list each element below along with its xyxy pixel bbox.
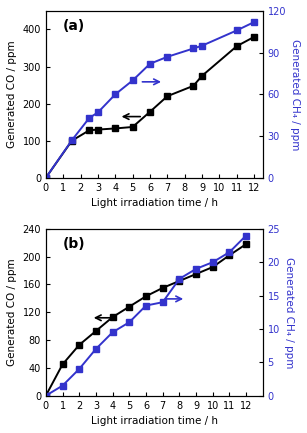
Y-axis label: Generated CH₄ / ppm: Generated CH₄ / ppm [290, 39, 300, 150]
X-axis label: Light irradiation time / h: Light irradiation time / h [91, 416, 218, 426]
Text: (a): (a) [63, 19, 85, 33]
Text: (b): (b) [63, 237, 86, 251]
Y-axis label: Generated CH₄ / ppm: Generated CH₄ / ppm [284, 256, 294, 368]
Y-axis label: Generated CO / ppm: Generated CO / ppm [7, 41, 17, 148]
Y-axis label: Generated CO / ppm: Generated CO / ppm [7, 259, 17, 366]
X-axis label: Light irradiation time / h: Light irradiation time / h [91, 198, 218, 208]
